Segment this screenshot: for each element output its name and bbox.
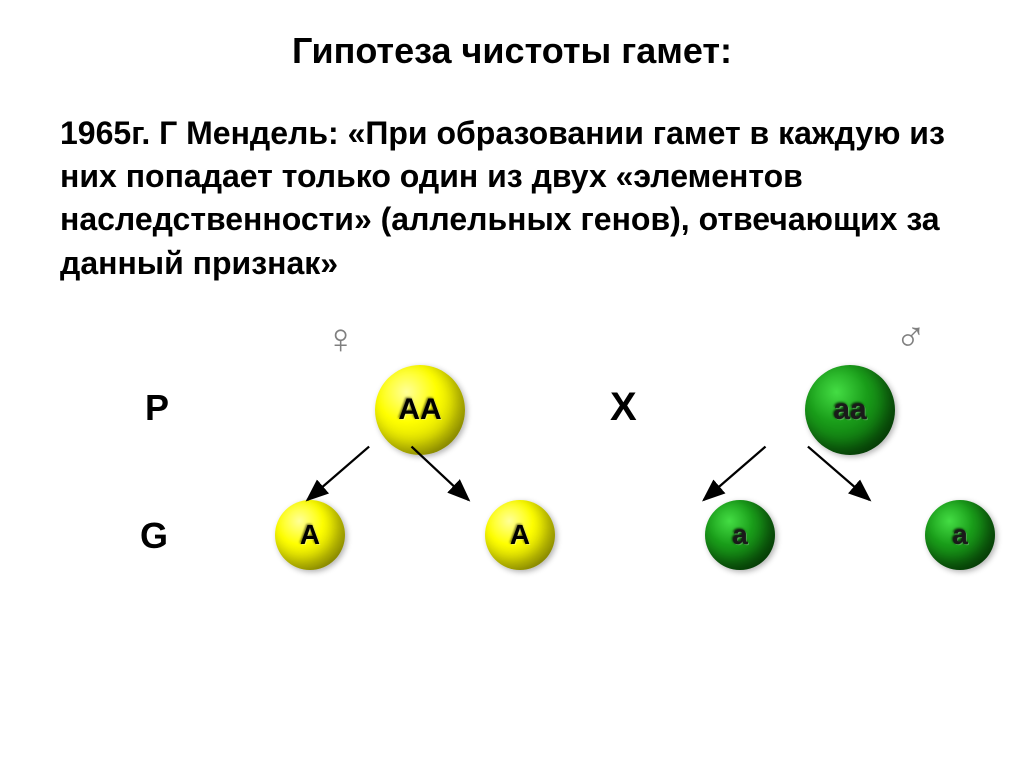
gamete-male-1: а (705, 500, 775, 570)
gamete-row-label: G (140, 515, 168, 557)
gamete-female-2-allele: А (510, 519, 530, 551)
gamete-female-1: А (275, 500, 345, 570)
parent-male-circle: аа (805, 365, 895, 455)
gamete-female-2: А (485, 500, 555, 570)
gamete-diagram: ♀ ♂ P G Х АА аа А А а а (40, 325, 984, 605)
parent-female-circle: АА (375, 365, 465, 455)
page-title: Гипотеза чистоты гамет: (40, 30, 984, 72)
gamete-male-2-allele: а (952, 519, 968, 551)
arrow-female-left (307, 446, 369, 499)
parent-male-genotype: аа (833, 393, 866, 427)
arrow-male-right (808, 446, 870, 499)
arrow-male-left (704, 446, 766, 499)
gamete-male-1-allele: а (732, 519, 748, 551)
gamete-female-1-allele: А (300, 519, 320, 551)
parent-row-label: P (145, 387, 169, 429)
gamete-male-2: а (925, 500, 995, 570)
male-symbol: ♂ (895, 313, 927, 361)
female-symbol: ♀ (325, 315, 357, 363)
body-paragraph: 1965г. Г Мендель: «При образовании гамет… (40, 112, 984, 285)
parent-female-genotype: АА (398, 393, 441, 427)
cross-symbol: Х (610, 385, 637, 430)
